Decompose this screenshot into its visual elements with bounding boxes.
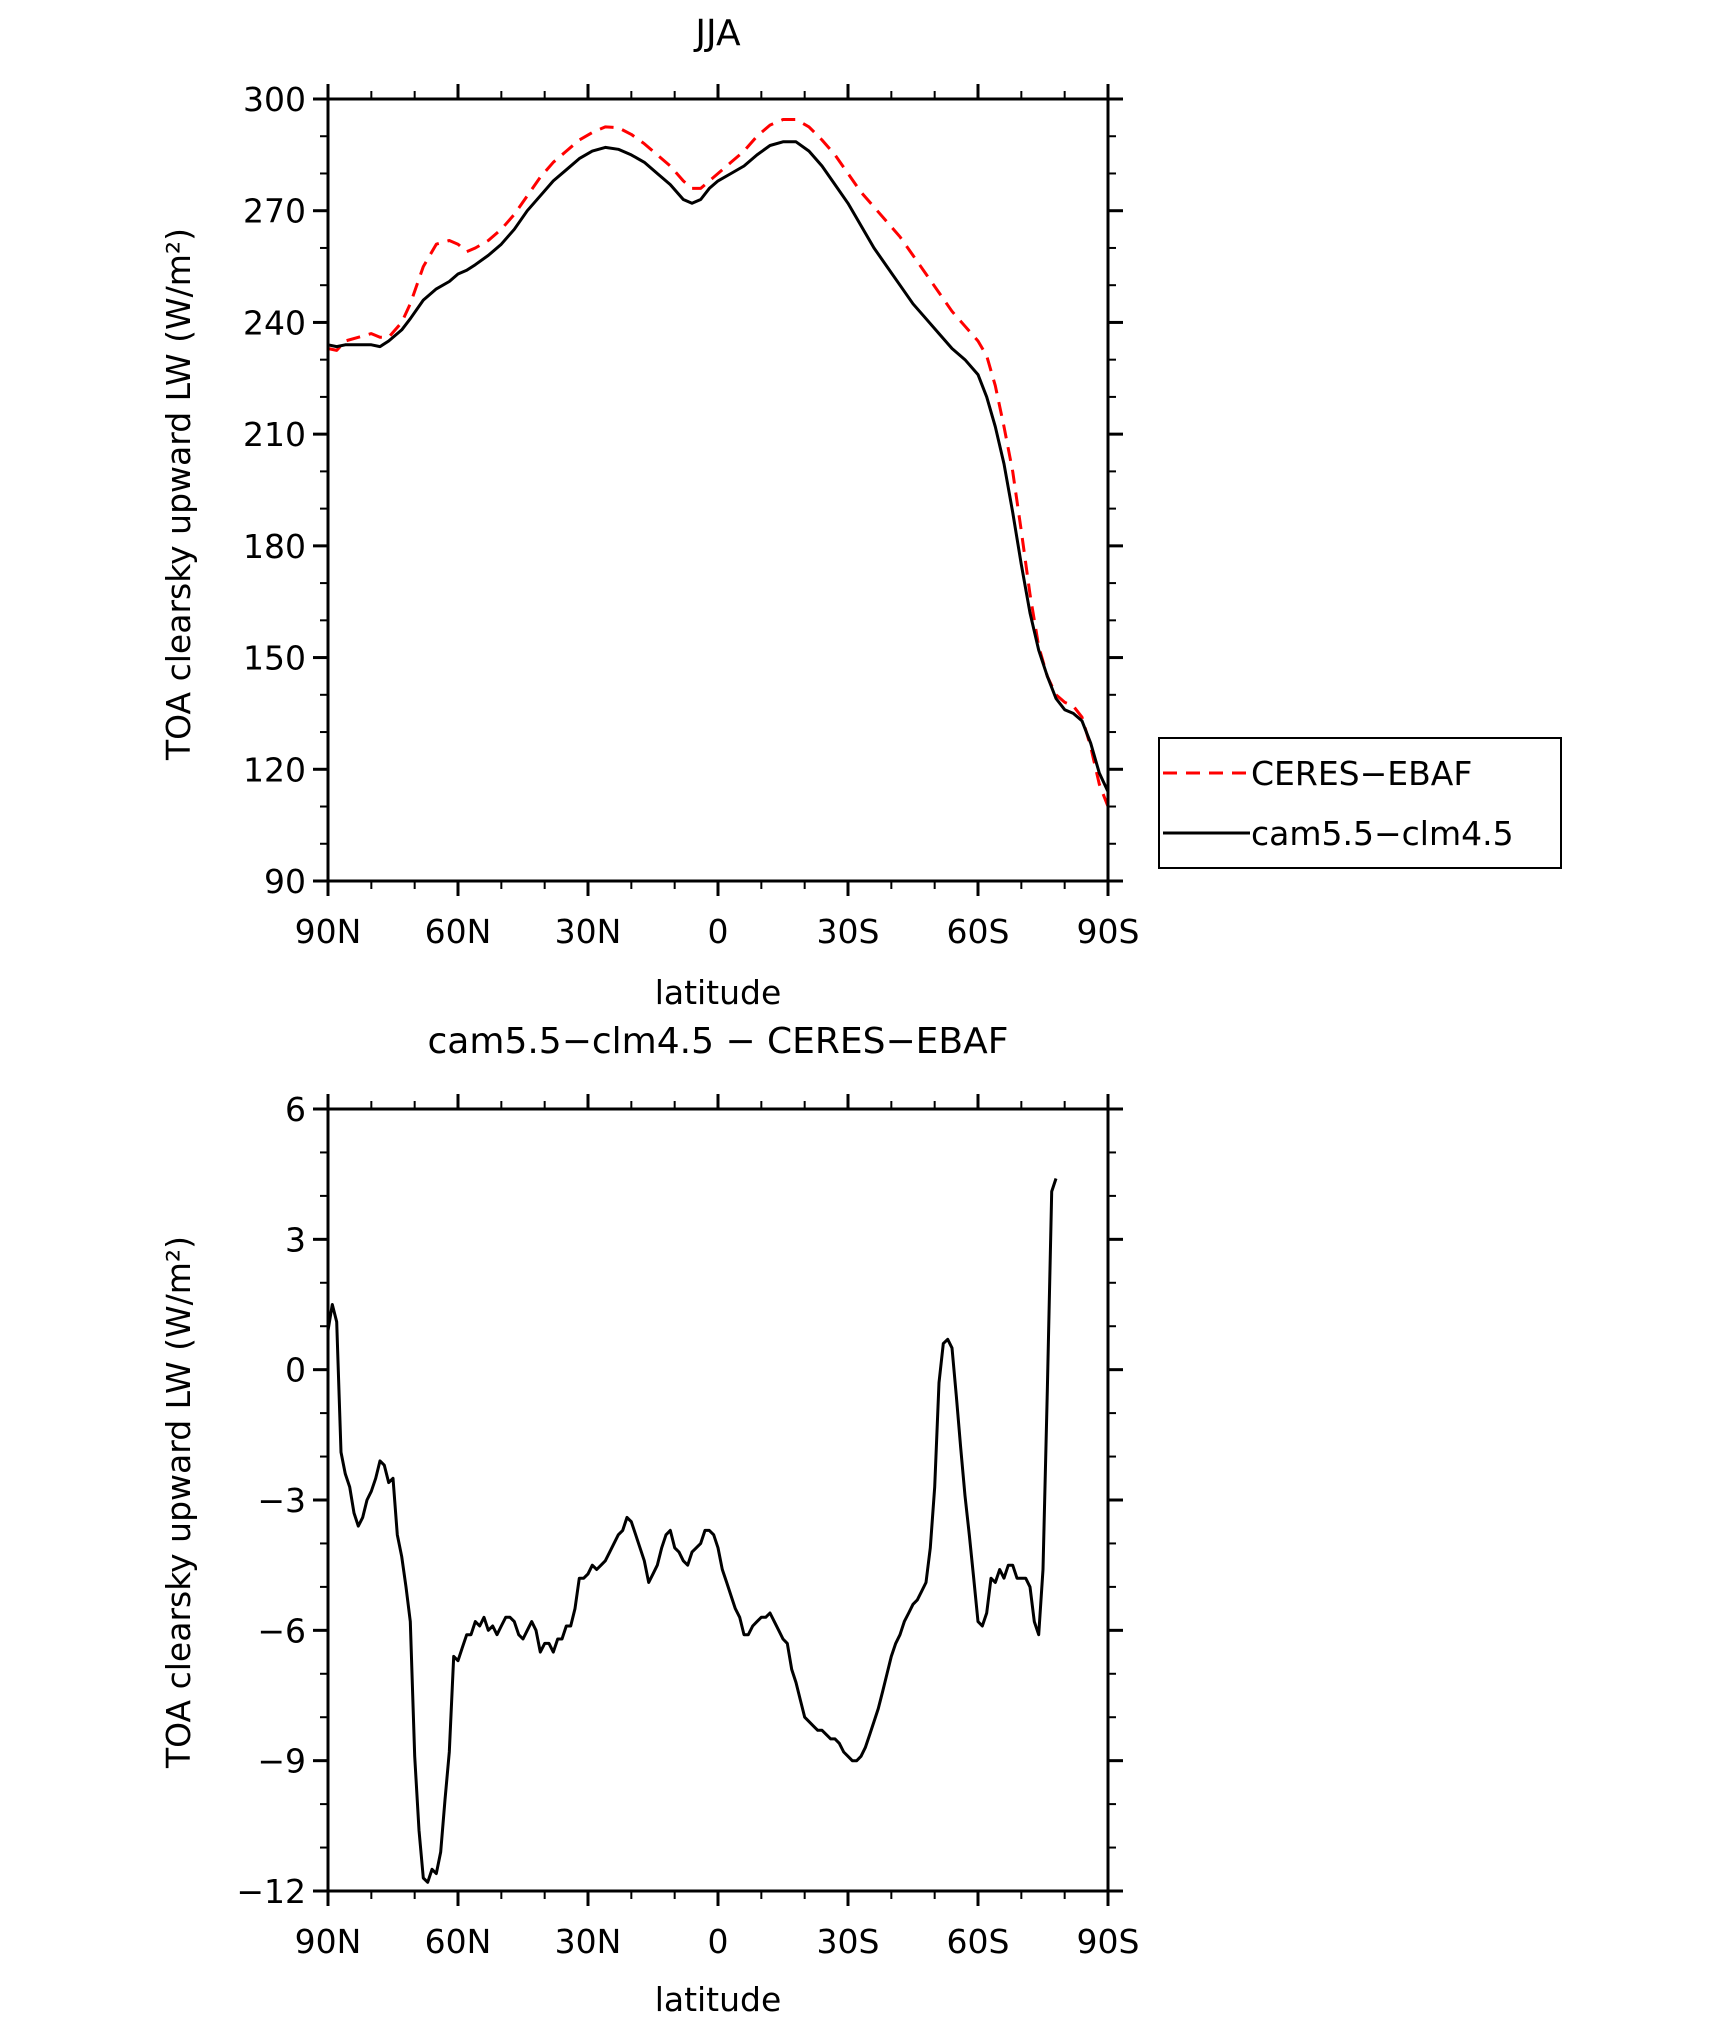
bottom-x-axis-label: latitude: [655, 1980, 782, 2019]
top-ytick-label: 210: [243, 415, 306, 454]
bottom-series-lines: [326, 1178, 1058, 1884]
bottom-axis-ticks: [313, 1094, 1123, 1906]
top-ytick-label: 120: [243, 750, 306, 789]
legend-label-ceres: CERES−EBAF: [1251, 754, 1472, 793]
bottom-ytick-label: −3: [257, 1481, 306, 1520]
top-ytick-label: 150: [243, 639, 306, 678]
bottom-ytick-label: 0: [285, 1351, 306, 1390]
bottom-ytick-label: −6: [257, 1611, 306, 1650]
bottom-y-axis-label: TOA clearsky upward LW (W/m²): [159, 1236, 198, 1769]
top-series-line-1: [327, 140, 1110, 793]
bottom-xtick-label: 0: [708, 1922, 729, 1961]
legend-box: [1158, 737, 1562, 869]
bottom-xtick-label: 30N: [555, 1922, 622, 1961]
bottom-xtick-label: 90S: [1077, 1922, 1140, 1961]
top-xtick-label: 60N: [425, 912, 492, 951]
bottom-tick-labels: −12 −9 −6 −3 0 3 6 90N 60N 30N 0 30S 60S 90S: [236, 1090, 1139, 1961]
top-plot-frame: [326, 97, 1110, 883]
top-axis-ticks: [313, 84, 1123, 896]
bottom-ytick-label: 6: [285, 1090, 306, 1129]
top-y-axis-label: TOA clearsky upward LW (W/m²): [159, 228, 198, 761]
top-x-axis-label: latitude: [655, 973, 782, 1012]
bottom-series-line-0: [326, 1178, 1058, 1884]
bottom-xtick-label: 60S: [947, 1922, 1010, 1961]
top-chart-title: JJA: [693, 13, 741, 54]
bottom-xtick-label: 60N: [425, 1922, 492, 1961]
top-ytick-label: 180: [243, 527, 306, 566]
top-ytick-label: 300: [243, 80, 306, 119]
legend: CERES−EBAF cam5.5−clm4.5: [1158, 737, 1562, 869]
bottom-ytick-label: 3: [285, 1220, 306, 1259]
bottom-ytick-label: −9: [257, 1742, 306, 1781]
top-xtick-label: 90S: [1077, 912, 1140, 951]
top-series-line-0: [327, 118, 1110, 808]
bottom-xtick-label: 90N: [295, 1922, 362, 1961]
top-ytick-label: 270: [243, 192, 306, 231]
bottom-chart-title: cam5.5−clm4.5 − CERES−EBAF: [428, 1021, 1009, 1062]
bottom-panel: cam5.5−clm4.5 − CERES−EBAF TOA clearsky …: [159, 1021, 1139, 2019]
top-xtick-label: 30S: [817, 912, 880, 951]
bottom-plot-frame: [326, 1107, 1110, 1893]
top-xtick-label: 60S: [947, 912, 1010, 951]
top-xtick-label: 90N: [295, 912, 362, 951]
top-ytick-label: 90: [264, 862, 306, 901]
top-tick-labels: 90 120 150 180 210 240 270 300 90N 60N 30N 0 30S 60S 9…: [243, 80, 1139, 951]
top-series-lines: [327, 118, 1110, 808]
top-panel: JJA TOA clearsky upward LW (W/m²) latitu…: [159, 13, 1562, 1012]
bottom-xtick-label: 30S: [817, 1922, 880, 1961]
top-ytick-label: 240: [243, 303, 306, 342]
bottom-ytick-label: −12: [236, 1872, 306, 1911]
top-xtick-label: 0: [708, 912, 729, 951]
legend-label-cam: cam5.5−clm4.5: [1251, 814, 1514, 853]
top-xtick-label: 30N: [555, 912, 622, 951]
